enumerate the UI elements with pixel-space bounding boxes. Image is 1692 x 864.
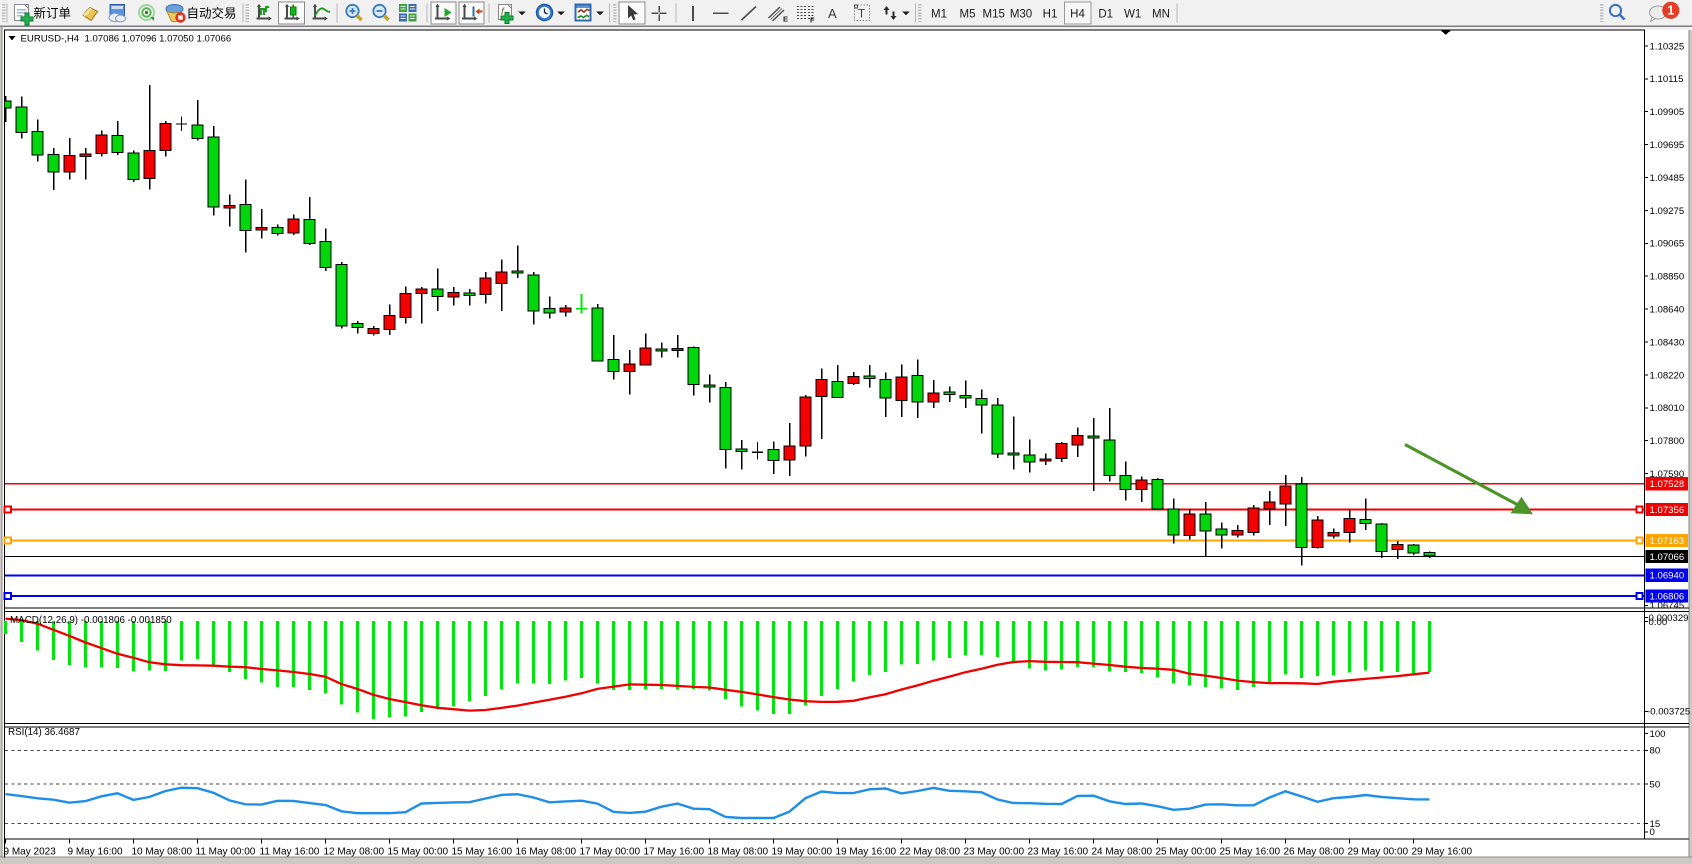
svg-text:M5: M5 xyxy=(960,9,976,21)
svg-text:F: F xyxy=(810,16,815,25)
svg-text:26 May 08:00: 26 May 08:00 xyxy=(1284,847,1345,858)
svg-text:A: A xyxy=(828,6,837,21)
svg-text:1.06806: 1.06806 xyxy=(1650,591,1685,602)
svg-text:0: 0 xyxy=(1650,827,1655,838)
svg-text:1.09485: 1.09485 xyxy=(1650,173,1685,184)
svg-text:1.07356: 1.07356 xyxy=(1650,505,1685,516)
svg-text:1.09065: 1.09065 xyxy=(1650,239,1685,250)
svg-text:D1: D1 xyxy=(1098,9,1113,21)
svg-text:EURUSD-,H4 1.07086 1.07096 1.: EURUSD-,H4 1.07086 1.07096 1.07050 1.070… xyxy=(21,34,232,45)
svg-text:15 May 16:00: 15 May 16:00 xyxy=(452,847,513,858)
svg-text:23 May 16:00: 23 May 16:00 xyxy=(1028,847,1089,858)
svg-text:9 May 16:00: 9 May 16:00 xyxy=(68,847,123,858)
svg-text:H4: H4 xyxy=(1070,9,1085,21)
svg-text:E: E xyxy=(783,15,788,24)
svg-text:MN: MN xyxy=(1152,9,1170,21)
svg-text:24 May 08:00: 24 May 08:00 xyxy=(1092,847,1153,858)
svg-text:1.07800: 1.07800 xyxy=(1650,436,1685,447)
svg-text:22 May 08:00: 22 May 08:00 xyxy=(900,847,961,858)
svg-text:1.07066: 1.07066 xyxy=(1650,552,1685,563)
svg-text:1.08220: 1.08220 xyxy=(1650,370,1685,381)
svg-text:15 May 00:00: 15 May 00:00 xyxy=(388,847,449,858)
svg-text:T: T xyxy=(858,9,865,21)
svg-text:9 May 2023: 9 May 2023 xyxy=(4,847,57,858)
svg-text:1.06940: 1.06940 xyxy=(1650,571,1685,582)
svg-text:1: 1 xyxy=(1667,4,1674,18)
svg-text:11 May 16:00: 11 May 16:00 xyxy=(260,847,320,858)
svg-text:1.09695: 1.09695 xyxy=(1650,140,1685,151)
svg-text:1.08850: 1.08850 xyxy=(1650,272,1685,283)
svg-text:12 May 08:00: 12 May 08:00 xyxy=(324,847,385,858)
svg-text:1.10115: 1.10115 xyxy=(1650,74,1684,85)
svg-text:10 May 08:00: 10 May 08:00 xyxy=(132,847,193,858)
svg-text:W1: W1 xyxy=(1124,9,1141,21)
svg-text:MACD(12,26,9) -0.001806 -0.001: MACD(12,26,9) -0.001806 -0.001850 xyxy=(10,615,172,626)
svg-text:11 May 00:00: 11 May 00:00 xyxy=(196,847,256,858)
svg-text:-0.003725: -0.003725 xyxy=(1647,707,1690,718)
svg-text:1.07528: 1.07528 xyxy=(1650,479,1685,490)
svg-text:RSI(14) 36.4687: RSI(14) 36.4687 xyxy=(8,727,80,738)
svg-text:1.08640: 1.08640 xyxy=(1650,305,1685,316)
svg-text:19 May 00:00: 19 May 00:00 xyxy=(772,847,833,858)
svg-text:新订单: 新订单 xyxy=(34,6,72,21)
svg-text:29 May 00:00: 29 May 00:00 xyxy=(1348,847,1409,858)
svg-text:80: 80 xyxy=(1650,746,1661,757)
svg-text:1.10325: 1.10325 xyxy=(1650,41,1685,52)
svg-text:1.08430: 1.08430 xyxy=(1650,337,1685,348)
svg-text:18 May 08:00: 18 May 08:00 xyxy=(708,847,769,858)
svg-text:23 May 00:00: 23 May 00:00 xyxy=(964,847,1025,858)
svg-text:100: 100 xyxy=(1650,729,1666,740)
svg-text:29 May 16:00: 29 May 16:00 xyxy=(1412,847,1473,858)
svg-text:17 May 00:00: 17 May 00:00 xyxy=(580,847,641,858)
svg-text:1.06745: 1.06745 xyxy=(1650,601,1685,612)
svg-text:25 May 16:00: 25 May 16:00 xyxy=(1220,847,1281,858)
svg-text:0.000329: 0.000329 xyxy=(1649,613,1689,624)
svg-text:f: f xyxy=(501,7,505,18)
svg-text:1.07163: 1.07163 xyxy=(1650,536,1685,547)
svg-text:0.00: 0.00 xyxy=(1649,617,1668,628)
svg-text:自动交易: 自动交易 xyxy=(187,6,237,21)
svg-text:1.09275: 1.09275 xyxy=(1650,206,1685,217)
svg-text:17 May 16:00: 17 May 16:00 xyxy=(644,847,705,858)
svg-text:1.07590: 1.07590 xyxy=(1650,469,1685,480)
svg-text:25 May 00:00: 25 May 00:00 xyxy=(1156,847,1217,858)
svg-text:1.08010: 1.08010 xyxy=(1650,403,1685,414)
svg-text:16 May 08:00: 16 May 08:00 xyxy=(516,847,577,858)
svg-text:H1: H1 xyxy=(1043,9,1058,21)
svg-text:M30: M30 xyxy=(1010,9,1032,21)
svg-text:1.09905: 1.09905 xyxy=(1650,107,1685,118)
svg-text:15: 15 xyxy=(1650,819,1661,830)
svg-text:M1: M1 xyxy=(931,9,947,21)
svg-text:50: 50 xyxy=(1650,779,1661,790)
svg-text:19 May 16:00: 19 May 16:00 xyxy=(836,847,897,858)
svg-text:M15: M15 xyxy=(983,9,1005,21)
